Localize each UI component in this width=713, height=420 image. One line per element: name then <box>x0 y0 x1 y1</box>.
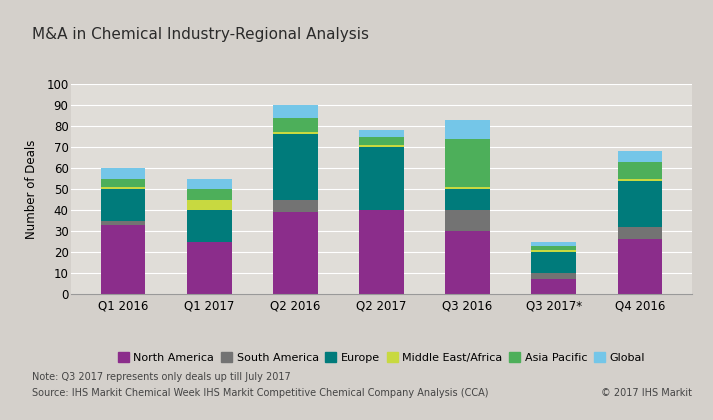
Bar <box>273 212 318 294</box>
Bar <box>359 210 404 294</box>
Bar <box>101 220 145 225</box>
Bar <box>445 187 490 189</box>
Text: M&A in Chemical Industry-Regional Analysis: M&A in Chemical Industry-Regional Analys… <box>32 26 369 42</box>
Bar <box>101 168 145 178</box>
Bar <box>617 181 662 227</box>
Bar <box>187 178 232 189</box>
Bar <box>187 189 232 200</box>
Bar <box>445 120 490 139</box>
Text: Note: Q3 2017 represents only deals up till July 2017: Note: Q3 2017 represents only deals up t… <box>32 372 291 382</box>
Bar <box>617 151 662 162</box>
Bar <box>187 200 232 210</box>
Bar <box>531 241 576 246</box>
Bar <box>273 118 318 132</box>
Bar <box>359 147 404 210</box>
Text: Source: IHS Markit Chemical Week IHS Markit Competitive Chemical Company Analysi: Source: IHS Markit Chemical Week IHS Mar… <box>32 388 488 399</box>
Bar <box>359 136 404 145</box>
Bar <box>273 132 318 134</box>
Bar <box>273 134 318 200</box>
Y-axis label: Number of Deals: Number of Deals <box>25 139 38 239</box>
Bar <box>445 231 490 294</box>
Bar <box>359 145 404 147</box>
Bar <box>617 178 662 181</box>
Legend: North America, South America, Europe, Middle East/Africa, Asia Pacific, Global: North America, South America, Europe, Mi… <box>113 348 650 367</box>
Bar <box>445 210 490 231</box>
Bar <box>617 162 662 178</box>
Bar <box>187 210 232 241</box>
Bar <box>531 252 576 273</box>
Bar <box>445 139 490 187</box>
Bar <box>101 187 145 189</box>
Bar <box>445 189 490 210</box>
Text: © 2017 IHS Markit: © 2017 IHS Markit <box>600 388 692 399</box>
Bar <box>273 200 318 212</box>
Bar <box>531 273 576 279</box>
Bar <box>531 246 576 250</box>
Bar <box>101 178 145 187</box>
Bar <box>531 250 576 252</box>
Bar <box>617 239 662 294</box>
Bar <box>617 227 662 239</box>
Bar <box>101 189 145 220</box>
Bar <box>187 241 232 294</box>
Bar <box>273 105 318 118</box>
Bar <box>101 225 145 294</box>
Bar <box>359 130 404 136</box>
Bar <box>531 279 576 294</box>
